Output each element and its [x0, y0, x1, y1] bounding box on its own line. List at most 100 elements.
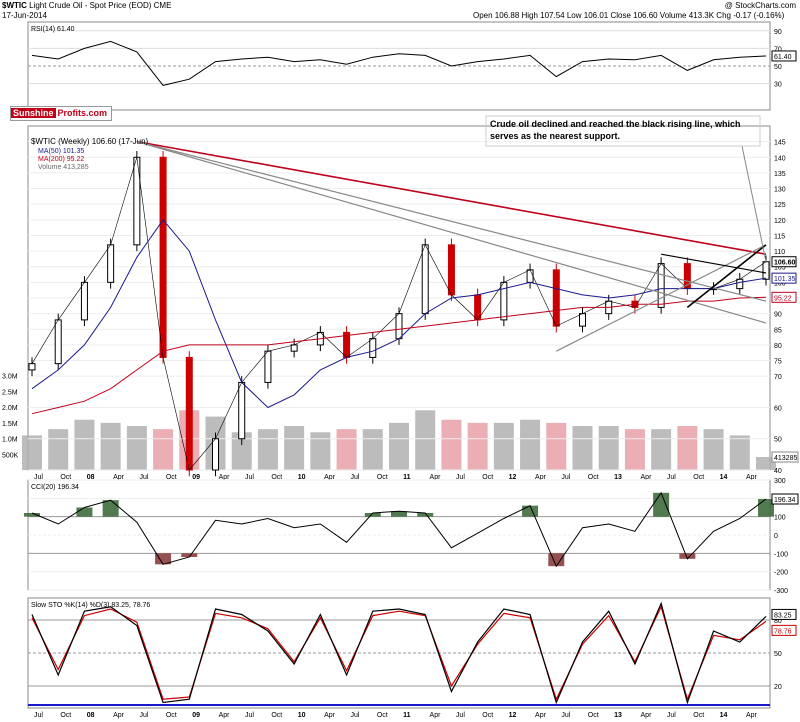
price-tick-label: 75: [774, 359, 782, 366]
price-last-box: [771, 272, 797, 284]
volume-bar: [729, 435, 750, 470]
volume-bar: [598, 426, 619, 470]
volume-bar: [153, 429, 174, 470]
ma200-line: [31, 296, 767, 415]
price-candle: [133, 156, 141, 246]
volume-tick-label: 1.5M: [2, 421, 18, 428]
price-candle: [54, 319, 62, 365]
price-tick-label: 135: [774, 171, 786, 178]
cci-overbought-fill: [417, 513, 434, 517]
sto-x-label: 10: [298, 712, 306, 719]
price-x-label: Jul: [34, 474, 43, 481]
brand-part1: Sunshine: [11, 108, 56, 118]
volume-tick-label: 500K: [2, 452, 19, 459]
rsi-line: [31, 40, 767, 86]
price-tick-label: 85: [774, 327, 782, 334]
cci-overbought-fill: [522, 505, 539, 517]
declining-trend-line: [136, 141, 767, 324]
declining-trend-line-2: [136, 141, 767, 302]
price-x-label: 11: [403, 474, 411, 481]
price-candle: [395, 313, 403, 340]
price-last-box: [771, 256, 797, 268]
volume-bar: [493, 422, 514, 470]
cci-legend: CCI(20) 196.34: [31, 484, 79, 491]
price-x-label: 14: [720, 474, 728, 481]
sto-x-label: Oct: [377, 712, 388, 719]
sto-x-label: Apr: [219, 712, 231, 719]
price-candle: [579, 313, 586, 327]
black-declining-line: [661, 253, 767, 274]
price-candle: [369, 338, 377, 358]
price-x-label: Apr: [430, 474, 442, 481]
price-candle: [28, 363, 36, 371]
volume-bar: [257, 429, 278, 470]
price-candle: [552, 269, 560, 327]
price-tick-label: 145: [774, 140, 786, 147]
price-candle: [185, 356, 193, 471]
ma50-line: [31, 218, 767, 409]
sto-last-label: 78.76: [774, 628, 792, 635]
volume-bar: [441, 419, 462, 470]
sto-x-label: 14: [720, 712, 728, 719]
price-last-box: [771, 291, 797, 303]
volume-bar: [651, 429, 672, 470]
rsi-tick-label: 70: [774, 46, 782, 53]
sto-last-box: [771, 608, 797, 620]
price-x-label: 10: [298, 474, 306, 481]
volume-legend: Volume 413,285: [38, 164, 89, 171]
ma200-legend: MA(200) 95.22: [38, 156, 84, 163]
volume-bar: [74, 419, 95, 470]
cci-oversold-fill: [155, 553, 172, 565]
price-x-label: Jul: [456, 474, 465, 481]
cci-overbought-fill: [758, 499, 774, 517]
volume-tick-label: 2.0M: [2, 405, 18, 412]
price-tick-label: 140: [774, 155, 786, 162]
volume-tick-label: 2.5M: [2, 389, 18, 396]
price-candle: [657, 263, 665, 308]
price-candle: [80, 281, 88, 321]
price-x-label: 08: [87, 474, 95, 481]
volume-bar: [362, 429, 383, 470]
sto-x-label: Apr: [324, 712, 336, 719]
volume-last-box: [771, 451, 799, 463]
sto-tick-label: 20: [774, 684, 782, 691]
symbol: $WTIC: [2, 1, 27, 10]
brand-logo: Sunshine Profits.com: [10, 106, 112, 121]
sto-x-label: Oct: [271, 712, 282, 719]
price-candle: [107, 244, 115, 283]
volume-bar: [126, 426, 147, 470]
price-x-label: Oct: [377, 474, 388, 481]
cci-oversold-fill: [548, 553, 565, 567]
price-candle: [264, 350, 272, 383]
cci-tick-label: -300: [774, 588, 788, 595]
sto-legend: Slow STO %K(14) %D(3) 83.25, 78.76: [31, 602, 150, 609]
volume-bar: [231, 432, 252, 470]
sto-x-label: 11: [403, 712, 411, 719]
price-x-label: Apr: [535, 474, 547, 481]
price-x-label: Apr: [113, 474, 125, 481]
chart-symbol-title: $WTIC Light Crude Oil - Spot Price (EOD)…: [2, 1, 171, 10]
sto-x-label: Jul: [456, 712, 465, 719]
price-x-label: Jul: [139, 474, 148, 481]
price-candle: [238, 381, 246, 440]
rsi-last-box: [771, 50, 797, 62]
price-x-label: Jul: [245, 474, 254, 481]
price-tick-label: 50: [774, 437, 782, 444]
sto-x-label: Oct: [166, 712, 177, 719]
sto-last-label: 83.25: [774, 612, 792, 619]
price-x-label: Apr: [746, 474, 758, 481]
volume-bar: [100, 422, 121, 470]
cci-tick-label: 100: [774, 515, 786, 522]
volume-bar: [624, 429, 645, 470]
price-candle: [474, 294, 482, 321]
price-x-label: Oct: [693, 474, 704, 481]
cci-line: [31, 491, 767, 568]
cci-oversold-fill: [181, 553, 198, 557]
price-x-label: Jul: [667, 474, 676, 481]
cci-tick-label: -200: [774, 570, 788, 577]
price-tick-label: 100: [774, 280, 786, 287]
price-tick-label: 90: [774, 312, 782, 319]
sto-x-label: Oct: [588, 712, 599, 719]
cci-oversold-fill: [679, 553, 696, 559]
price-x-label: Apr: [219, 474, 231, 481]
